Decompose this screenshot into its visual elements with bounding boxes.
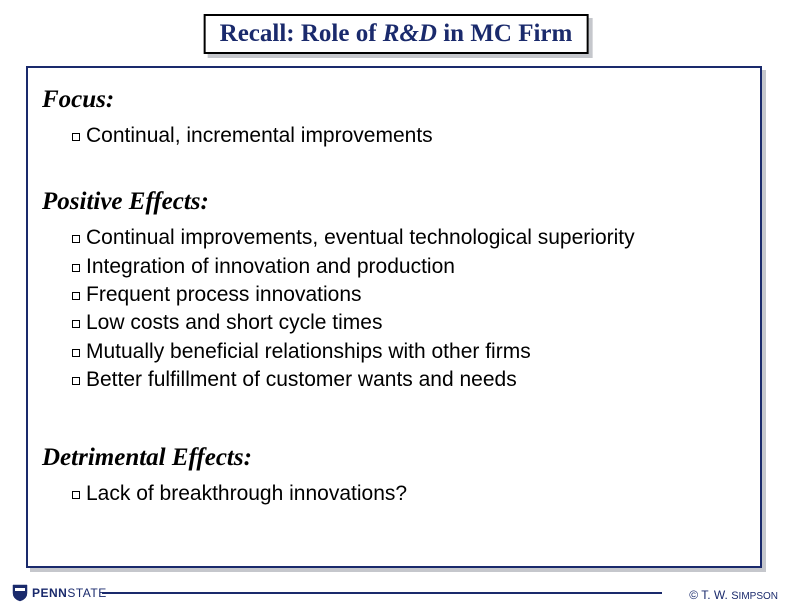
shield-icon	[12, 584, 28, 602]
bullet-text: Continual, incremental improvements	[86, 124, 433, 147]
heading-detrimental: Detrimental Effects:	[42, 444, 742, 472]
bullet-icon	[72, 349, 80, 357]
list-item: Lack of breakthrough innovations?	[72, 480, 742, 508]
list-item: Better fulfillment of customer wants and…	[72, 366, 742, 394]
penn-bold: PENN	[32, 586, 67, 600]
slide: Recall: Role of R&D in MC Firm Focus: Co…	[0, 0, 792, 612]
bullet-text: Better fulfillment of customer wants and…	[86, 368, 517, 391]
bullet-icon	[72, 491, 80, 499]
slide-title: Recall: Role of R&D in MC Firm	[220, 20, 573, 47]
title-prefix: Recall:	[220, 20, 295, 47]
footer-divider	[102, 592, 662, 594]
bullet-text: Low costs and short cycle times	[86, 311, 382, 334]
bullet-text: Frequent process innovations	[86, 283, 362, 306]
list-item: Low costs and short cycle times	[72, 309, 742, 337]
bullet-icon	[72, 377, 80, 385]
bullet-text: Integration of innovation and production	[86, 255, 455, 278]
copyright: © T. W. SIMPSON	[689, 588, 778, 602]
penn-rest: STATE	[67, 586, 106, 600]
heading-positive: Positive Effects:	[42, 188, 742, 216]
copyright-name: S	[731, 590, 738, 602]
bullet-text: Mutually beneficial relationships with o…	[86, 340, 531, 363]
list-item: Continual, incremental improvements	[72, 122, 742, 150]
focus-bullets: Continual, incremental improvements	[72, 122, 742, 150]
list-item: Frequent process innovations	[72, 281, 742, 309]
copyright-prefix: © T. W.	[689, 588, 731, 602]
bullet-icon	[72, 264, 80, 272]
footer: PENNSTATE © T. W. SIMPSON	[0, 582, 792, 602]
bullet-icon	[72, 133, 80, 141]
copyright-name-rest: IMPSON	[739, 591, 778, 602]
detrimental-bullets: Lack of breakthrough innovations?	[72, 480, 742, 508]
list-item: Continual improvements, eventual technol…	[72, 224, 742, 252]
section-detrimental: Detrimental Effects: Lack of breakthroug…	[42, 444, 742, 508]
slide-title-container: Recall: Role of R&D in MC Firm	[204, 14, 589, 54]
list-item: Integration of innovation and production	[72, 253, 742, 281]
positive-bullets: Continual improvements, eventual technol…	[72, 224, 742, 394]
title-mid2: in MC Firm	[437, 20, 572, 47]
heading-focus: Focus:	[42, 86, 742, 114]
bullet-icon	[72, 292, 80, 300]
list-item: Mutually beneficial relationships with o…	[72, 338, 742, 366]
pennstate-logo: PENNSTATE	[12, 584, 107, 602]
section-positive: Positive Effects: Continual improvements…	[42, 188, 742, 394]
section-focus: Focus: Continual, incremental improvemen…	[42, 86, 742, 150]
bullet-text: Lack of breakthrough innovations?	[86, 482, 407, 505]
title-box: Recall: Role of R&D in MC Firm	[204, 14, 589, 54]
pennstate-text: PENNSTATE	[32, 586, 107, 600]
title-mid1: Role of	[295, 20, 383, 47]
bullet-icon	[72, 320, 80, 328]
bullet-icon	[72, 235, 80, 243]
title-rd: R&D	[383, 20, 437, 47]
bullet-text: Continual improvements, eventual technol…	[86, 226, 635, 249]
content-box: Focus: Continual, incremental improvemen…	[26, 66, 762, 568]
